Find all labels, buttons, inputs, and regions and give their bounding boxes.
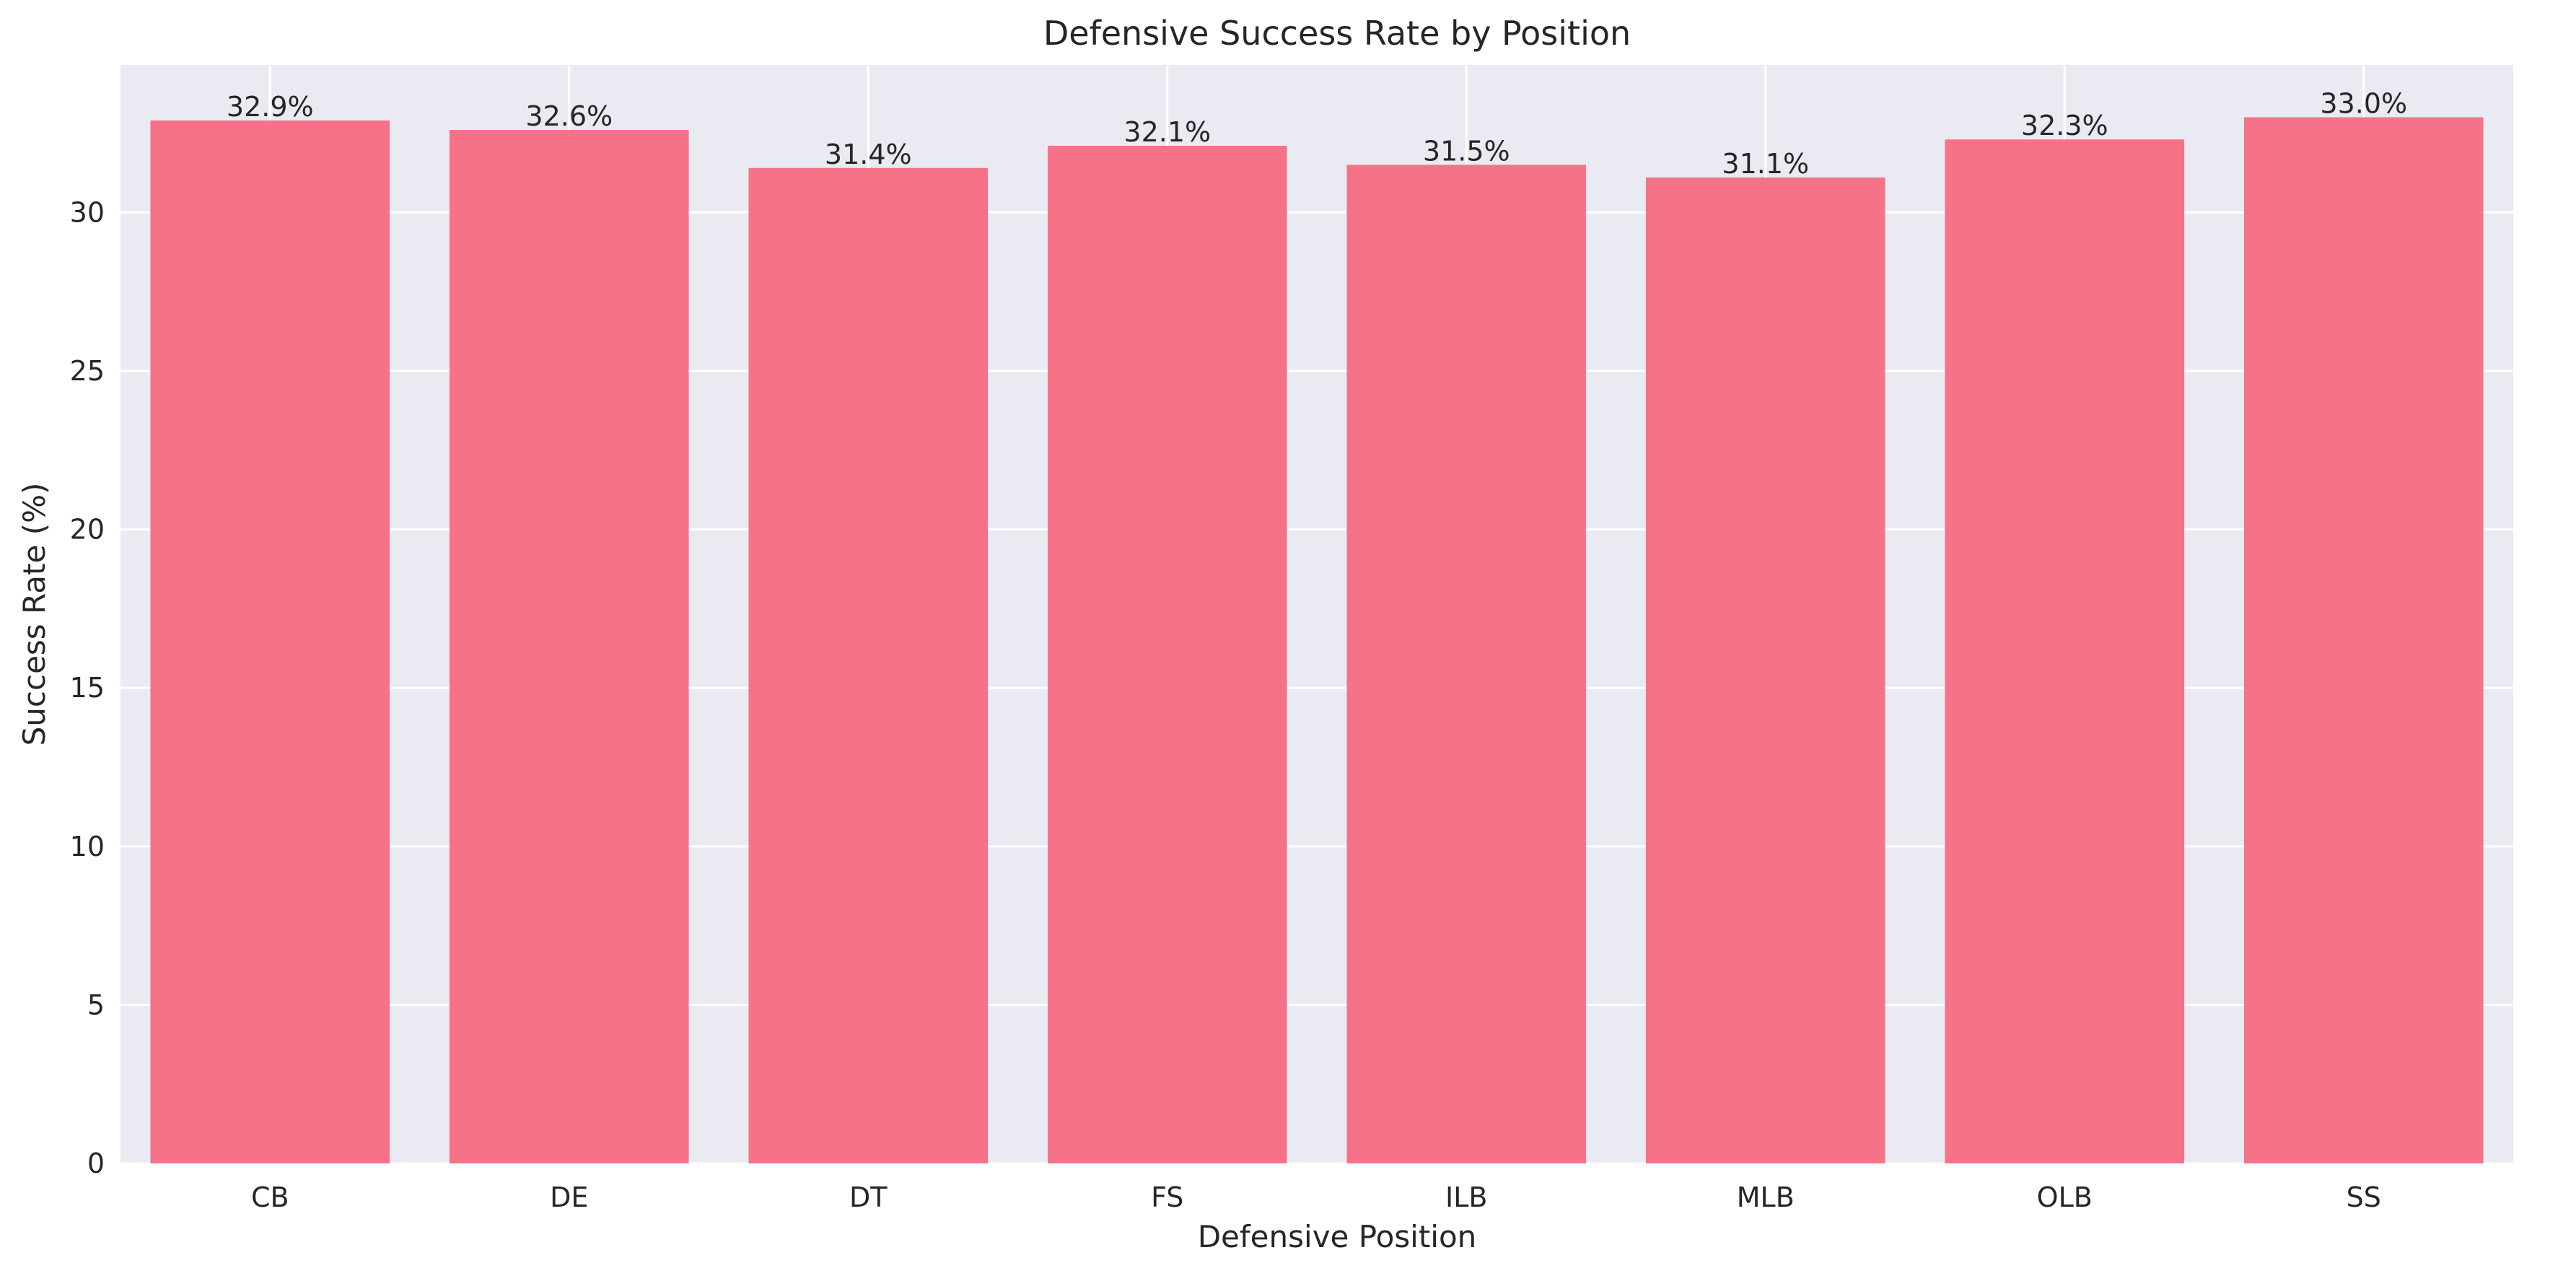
x-tick-label: DT [849, 1181, 888, 1213]
x-tick-label: DE [550, 1181, 588, 1213]
bar-value-label: 31.1% [1722, 148, 1809, 180]
data-labels: 32.9% 32.6% 31.4% 32.1% 31.5% 31.1% 32.3% 33.0% [227, 87, 2407, 179]
bar-cb [150, 120, 390, 1164]
x-tick-label: FS [1151, 1181, 1183, 1213]
x-tick-label: SS [2347, 1181, 2381, 1213]
x-tick-label: ILB [1445, 1181, 1487, 1213]
bar-value-label: 32.3% [2021, 110, 2108, 141]
x-axis-ticks: CB DE DT FS ILB MLB OLB SS [251, 1181, 2381, 1213]
y-tick-label: 30 [70, 196, 105, 228]
bar-mlb [1645, 177, 1885, 1164]
bar-fs [1047, 146, 1287, 1163]
bars [150, 117, 2484, 1164]
y-tick-label: 10 [70, 831, 105, 862]
bar-ilb [1346, 165, 1587, 1163]
x-axis-label: Defensive Position [1198, 1219, 1477, 1254]
y-tick-label: 25 [70, 355, 105, 387]
y-tick-label: 0 [87, 1148, 105, 1179]
bar-value-label: 31.5% [1423, 135, 1510, 167]
y-axis-label: Success Rate (%) [17, 483, 52, 746]
bar-de [449, 130, 689, 1164]
bar-value-label: 32.1% [1123, 116, 1211, 148]
bar-value-label: 32.9% [227, 91, 314, 123]
x-tick-label: MLB [1737, 1181, 1795, 1213]
bar-dt [748, 167, 989, 1164]
bar-value-label: 32.6% [525, 100, 613, 132]
y-axis-ticks: 0 5 10 15 20 25 30 [70, 196, 105, 1179]
bar-value-label: 33.0% [2320, 87, 2407, 119]
x-tick-label: OLB [2037, 1181, 2093, 1213]
y-tick-label: 20 [70, 514, 105, 546]
bar-value-label: 31.4% [825, 139, 912, 170]
x-tick-label: CB [251, 1181, 289, 1213]
bar-olb [1945, 139, 2185, 1164]
bar-ss [2243, 117, 2484, 1163]
y-tick-label: 5 [87, 989, 105, 1021]
y-tick-label: 15 [70, 672, 105, 704]
chart-title: Defensive Success Rate by Position [1043, 14, 1631, 53]
